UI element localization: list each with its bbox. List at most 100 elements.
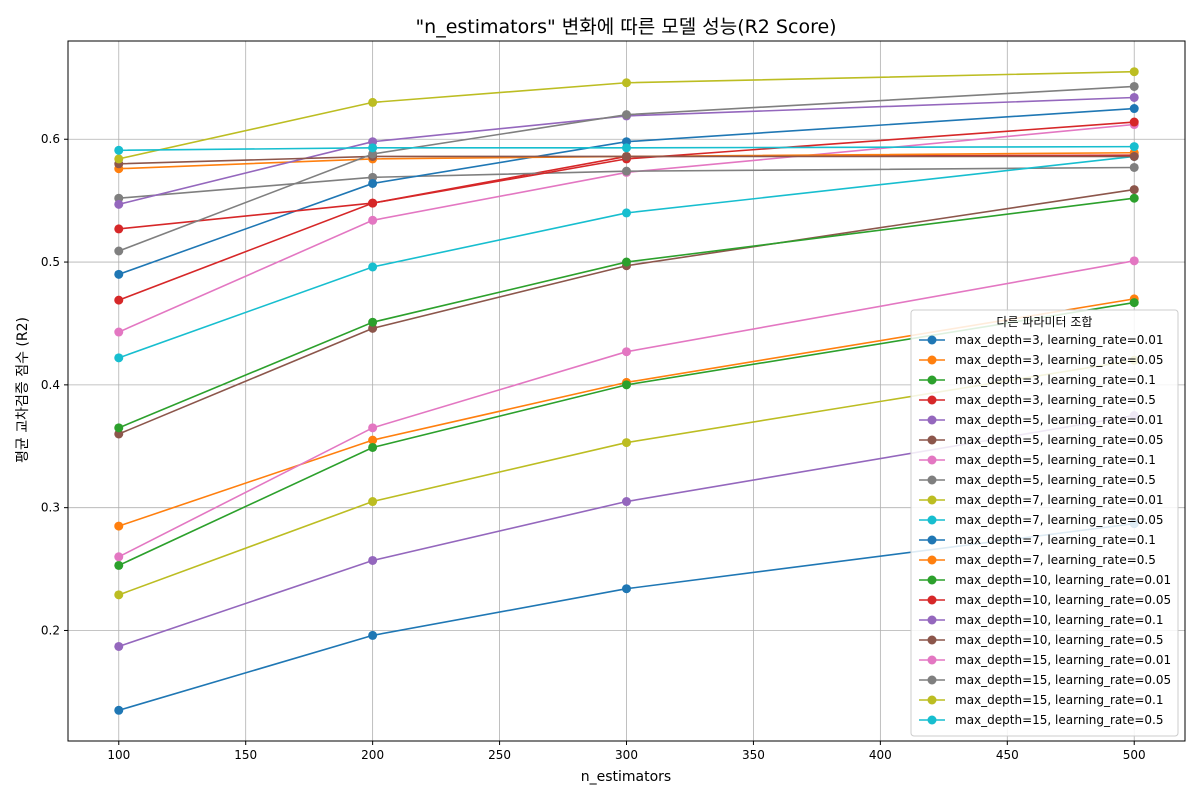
legend-label: max_depth=7, learning_rate=0.05 — [955, 513, 1164, 527]
data-point — [368, 178, 378, 188]
legend-marker — [927, 675, 937, 685]
y-tick-label: 0.6 — [41, 132, 60, 146]
legend-label: max_depth=10, learning_rate=0.1 — [955, 613, 1164, 627]
data-point — [114, 224, 124, 234]
legend-marker — [927, 495, 937, 505]
series-line — [118, 85, 1135, 252]
series-line — [118, 107, 1135, 276]
legend-item: max_depth=5, learning_rate=0.5 — [919, 473, 1156, 487]
data-point — [622, 78, 631, 88]
legend-label: max_depth=7, learning_rate=0.01 — [955, 493, 1164, 507]
data-point — [1129, 67, 1139, 77]
data-point — [368, 198, 378, 208]
legend-marker — [927, 575, 937, 585]
data-point — [622, 143, 631, 153]
data-point — [622, 380, 631, 390]
data-point — [1129, 81, 1139, 91]
y-axis-label: 평균 교차검증 점수 (R2) — [15, 317, 31, 463]
data-point — [114, 590, 124, 600]
series-line — [118, 151, 1135, 170]
data-point — [368, 423, 378, 433]
legend-item: max_depth=5, learning_rate=0.01 — [919, 413, 1164, 427]
data-point — [114, 552, 124, 562]
legend-label: max_depth=7, learning_rate=0.5 — [955, 553, 1156, 567]
legend-item: max_depth=15, learning_rate=0.01 — [919, 653, 1171, 667]
data-point — [622, 497, 631, 507]
x-tick-label: 400 — [869, 748, 892, 762]
data-point — [1129, 298, 1139, 308]
data-point — [114, 521, 124, 531]
x-tick-label: 150 — [234, 748, 257, 762]
legend-marker — [927, 535, 937, 545]
legend-item: max_depth=3, learning_rate=0.01 — [919, 333, 1164, 347]
legend-label: max_depth=15, learning_rate=0.5 — [955, 713, 1164, 727]
data-point — [114, 246, 124, 256]
data-point — [1129, 185, 1139, 195]
legend-item: max_depth=15, learning_rate=0.1 — [919, 693, 1164, 707]
x-tick-label: 200 — [361, 748, 384, 762]
legend-item: max_depth=10, learning_rate=0.1 — [919, 613, 1164, 627]
data-point — [1129, 104, 1139, 114]
y-axis: 0.2 0.3 0.4 0.5 0.6 — [41, 132, 68, 637]
series-line — [118, 522, 1135, 712]
legend-label: max_depth=5, learning_rate=0.5 — [955, 473, 1156, 487]
series-group — [114, 67, 1139, 715]
data-point — [368, 97, 378, 107]
data-point — [114, 154, 124, 164]
series-line — [118, 96, 1135, 206]
legend-item: max_depth=10, learning_rate=0.05 — [919, 593, 1171, 607]
legend-marker — [927, 375, 937, 385]
legend-item: max_depth=7, learning_rate=0.01 — [919, 493, 1164, 507]
legend-marker — [927, 435, 937, 445]
data-point — [368, 143, 378, 153]
data-point — [622, 110, 631, 120]
legend-item: max_depth=7, learning_rate=0.1 — [919, 533, 1156, 547]
x-tick-label: 100 — [107, 748, 130, 762]
data-point — [368, 215, 378, 225]
legend-item: max_depth=10, learning_rate=0.5 — [919, 633, 1164, 647]
legend-label: max_depth=10, learning_rate=0.05 — [955, 593, 1171, 607]
legend-item: max_depth=7, learning_rate=0.05 — [919, 513, 1164, 527]
data-point — [368, 435, 378, 445]
legend-item: max_depth=7, learning_rate=0.5 — [919, 553, 1156, 567]
data-point — [114, 145, 124, 155]
series-line — [118, 155, 1135, 165]
legend-item: max_depth=3, learning_rate=0.1 — [919, 373, 1156, 387]
data-point — [114, 560, 124, 570]
legend-marker — [927, 335, 937, 345]
x-tick-label: 300 — [615, 748, 638, 762]
legend-item: max_depth=5, learning_rate=0.1 — [919, 453, 1156, 467]
legend-label: max_depth=3, learning_rate=0.5 — [955, 393, 1156, 407]
legend-marker — [927, 355, 937, 365]
legend-marker — [927, 395, 937, 405]
legend-label: max_depth=5, learning_rate=0.01 — [955, 413, 1164, 427]
legend-marker — [927, 595, 937, 605]
legend-marker — [927, 455, 937, 465]
data-point — [368, 555, 378, 565]
series-line — [118, 359, 1135, 596]
data-point — [622, 166, 631, 176]
legend-marker — [927, 515, 937, 525]
legend-label: max_depth=5, learning_rate=0.05 — [955, 433, 1164, 447]
legend-label: max_depth=15, learning_rate=0.01 — [955, 653, 1171, 667]
y-tick-label: 0.3 — [41, 501, 60, 515]
data-point — [114, 327, 124, 337]
data-point — [1129, 151, 1139, 161]
data-point — [1129, 256, 1139, 266]
series-line — [118, 145, 1135, 152]
series-3 — [114, 298, 1139, 570]
x-axis: 100 150 200 250 300 350 400 450 500 — [107, 741, 1146, 762]
data-point — [622, 257, 631, 267]
data-point — [622, 347, 631, 357]
legend: 다른 파라미터 조합 max_depth=3, learning_rate=0.… — [910, 309, 1179, 737]
series-line — [118, 123, 1135, 333]
data-point — [368, 262, 378, 272]
data-point — [1129, 162, 1139, 172]
legend-marker — [927, 635, 937, 645]
data-point — [114, 199, 124, 209]
data-point — [1129, 92, 1139, 102]
series-line — [118, 155, 1135, 359]
legend-item: max_depth=10, learning_rate=0.01 — [919, 573, 1171, 587]
legend-item: max_depth=15, learning_rate=0.5 — [919, 713, 1164, 727]
legend-item: max_depth=15, learning_rate=0.05 — [919, 673, 1171, 687]
